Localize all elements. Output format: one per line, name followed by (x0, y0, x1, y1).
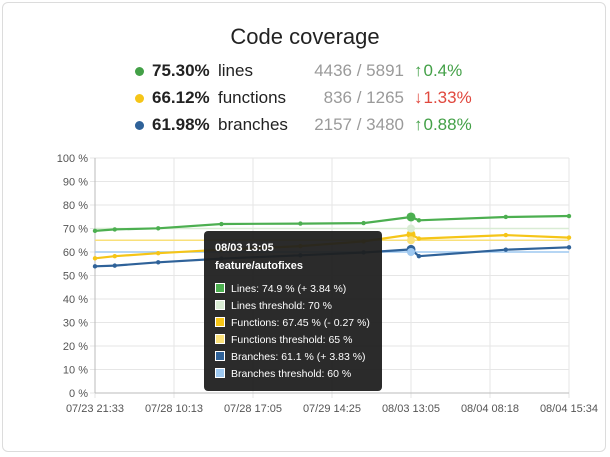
functions-dot-icon (135, 94, 144, 103)
lines-point (112, 227, 117, 232)
lines-delta-value: 0.4% (423, 61, 463, 80)
x-tick-label: 08/03 13:05 (382, 403, 440, 415)
x-tick-label: 08/04 08:18 (461, 403, 519, 415)
functions-threshold-point (407, 236, 415, 245)
arrow-up-icon: ↑ (414, 61, 423, 80)
y-tick-label: 40 % (63, 294, 88, 306)
y-tick-label: 60 % (63, 247, 88, 259)
functions-point (566, 235, 572, 240)
lines-threshold-point (407, 224, 415, 233)
lines-point (416, 218, 422, 223)
legend-swatch-icon (215, 351, 225, 361)
summary-row-lines: 75.30% lines 4436 / 5891 ↑0.4% (0, 58, 610, 84)
tooltip-branch: feature/autofixes (215, 260, 304, 272)
tooltip-item-text: Functions: 67.45 % (- 0.27 %) (231, 317, 370, 329)
branches-point (156, 260, 161, 265)
summary-row-functions: 66.12% functions 836 / 1265 ↓1.33% (0, 85, 610, 111)
legend-swatch-icon (215, 300, 225, 310)
y-tick-label: 10 % (63, 365, 88, 377)
branches-percent: 61.98% (152, 115, 210, 134)
summary-row-branches: 61.98% branches 2157 / 3480 ↑0.88% (0, 112, 610, 138)
functions-point (156, 250, 161, 256)
legend-swatch-icon (215, 334, 225, 344)
functions-delta-value: 1.33% (423, 88, 472, 107)
tooltip-date: 08/03 13:05 (215, 242, 274, 254)
functions-count: 836 / 1265 (323, 88, 404, 107)
lines-point (298, 221, 303, 226)
branches-point (416, 254, 422, 259)
y-tick-label: 70 % (63, 224, 88, 236)
y-tick-label: 0 % (69, 388, 88, 400)
branches-point (566, 245, 572, 250)
y-tick-label: 90 % (63, 177, 88, 189)
branches-threshold-point (407, 248, 415, 256)
y-tick-label: 100 % (57, 153, 88, 165)
functions-point (503, 232, 508, 238)
functions-point (406, 229, 416, 239)
branches-point (503, 247, 508, 252)
y-tick-label: 50 % (63, 271, 88, 283)
arrow-up-icon: ↑ (414, 115, 423, 134)
y-tick-label: 30 % (63, 318, 88, 330)
tooltip-item-text: Lines threshold: 70 % (231, 300, 332, 312)
legend-swatch-icon (215, 283, 225, 293)
functions-label: functions (218, 88, 287, 107)
tooltip-item-text: Functions threshold: 65 % (231, 334, 353, 346)
tooltip-item-text: Branches threshold: 60 % (231, 368, 352, 380)
x-tick-label: 07/28 17:05 (224, 403, 282, 415)
lines-point (503, 214, 508, 220)
lines-delta: ↑0.4% (414, 58, 462, 84)
branches-count: 2157 / 3480 (314, 115, 404, 134)
legend-swatch-icon (215, 317, 225, 327)
functions-point (112, 254, 117, 259)
branches-label: branches (218, 115, 288, 134)
branches-delta: ↑0.88% (414, 112, 472, 138)
x-tick-label: 08/04 15:34 (540, 403, 598, 415)
lines-point (156, 226, 161, 231)
functions-delta: ↓1.33% (414, 85, 472, 111)
branches-dot-icon (135, 121, 144, 130)
chart-title: Code coverage (230, 24, 380, 49)
functions-point (92, 256, 98, 261)
tooltip-item-text: Lines: 74.9 % (+ 3.84 %) (231, 283, 347, 295)
lines-dot-icon (135, 67, 144, 76)
x-tick-label: 07/23 21:33 (66, 403, 124, 415)
lines-point (361, 220, 366, 226)
lines-point (566, 213, 572, 219)
y-tick-label: 20 % (63, 341, 88, 353)
chart-tooltip: 08/03 13:05 feature/autofixes Lines: 74.… (204, 231, 382, 391)
tooltip-item-text: Branches: 61.1 % (+ 3.83 %) (231, 351, 366, 363)
x-tick-label: 07/28 10:13 (145, 403, 203, 415)
lines-point (219, 221, 224, 227)
functions-percent: 66.12% (152, 88, 210, 107)
branches-delta-value: 0.88% (423, 115, 472, 134)
lines-point (406, 212, 416, 222)
lines-count: 4436 / 5891 (314, 61, 404, 80)
lines-percent: 75.30% (152, 61, 210, 80)
legend-swatch-icon (215, 368, 225, 378)
lines-series-line (94, 214, 570, 232)
functions-point (416, 236, 422, 241)
branches-point (92, 264, 98, 269)
lines-point (92, 228, 98, 234)
y-tick-label: 80 % (63, 200, 88, 212)
branches-point (112, 263, 117, 268)
arrow-down-icon: ↓ (414, 88, 423, 107)
lines-label: lines (218, 61, 253, 80)
x-tick-label: 07/29 14:25 (303, 403, 361, 415)
